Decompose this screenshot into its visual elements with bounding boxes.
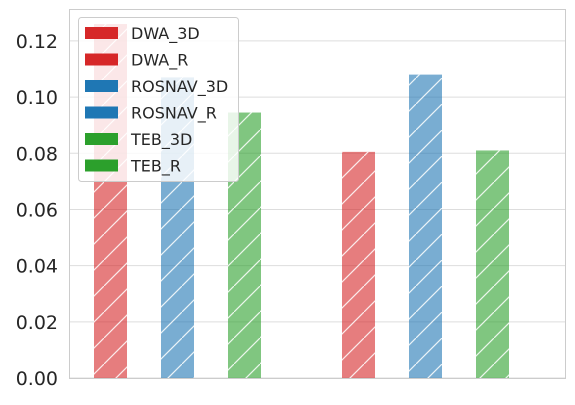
- y-tick-label: 0.10: [16, 87, 58, 109]
- y-tick-label: 0.12: [16, 31, 58, 53]
- legend-swatch: [85, 27, 118, 39]
- bar-hatch: [342, 151, 375, 378]
- legend-label: ROSNAV_R: [131, 104, 217, 124]
- legend: DWA_3D DWA_R ROSNAV_3D ROSNAV_R TEB_3D TEB_R: [78, 17, 239, 182]
- legend-swatch: [85, 53, 118, 66]
- legend-swatch: [85, 106, 118, 119]
- legend-label: ROSNAV_3D: [131, 77, 228, 97]
- legend-swatch: [85, 80, 118, 92]
- bar-hatch: [409, 74, 442, 378]
- y-axis-ticks: 0.00 0.02 0.04 0.06 0.08 0.10 0.12: [16, 31, 58, 390]
- legend-swatch: [85, 133, 118, 145]
- legend-label: DWA_R: [131, 51, 188, 71]
- y-tick-label: 0.02: [16, 312, 58, 334]
- plot-frame: [69, 9, 566, 379]
- legend-label: DWA_3D: [131, 24, 200, 44]
- legend-box: [78, 17, 239, 182]
- y-tick-label: 0.08: [16, 143, 58, 165]
- y-tick-label: 0.00: [16, 368, 58, 390]
- legend-label: TEB_3D: [130, 130, 192, 150]
- y-tick-label: 0.06: [16, 199, 58, 221]
- legend-label: TEB_R: [130, 157, 181, 177]
- y-tick-label: 0.04: [16, 256, 58, 278]
- legend-swatch: [85, 159, 118, 172]
- bar-hatch: [476, 150, 509, 378]
